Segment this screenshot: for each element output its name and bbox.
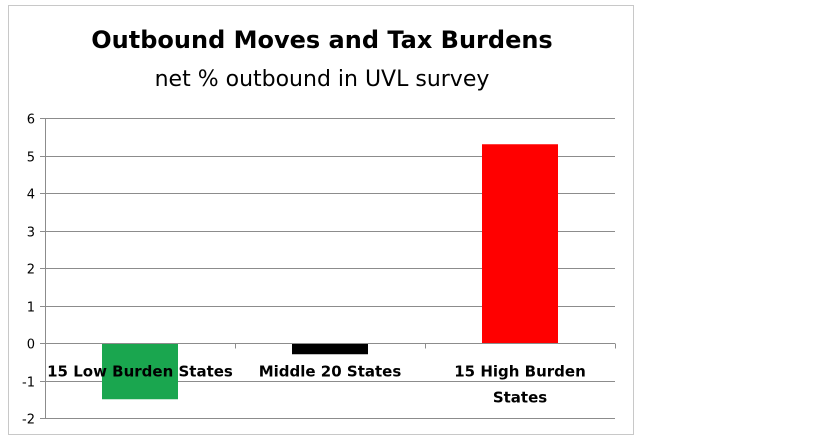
bar-2 — [482, 144, 558, 343]
y-axis-ticks: -2 -1 0 1 2 3 4 5 6 — [22, 113, 35, 428]
category-label-2: 15 High Burden States — [454, 363, 586, 407]
category-label-0: 15 Low Burden States — [47, 363, 233, 381]
bar-1 — [292, 343, 368, 355]
y-tick-label: 5 — [27, 151, 35, 166]
category-label-1: Middle 20 States — [259, 363, 402, 381]
y-tick-label: 0 — [27, 338, 35, 353]
chart-title: Outbound Moves and Tax Burdens — [91, 26, 552, 54]
bar-0 — [102, 343, 178, 400]
y-tick-label: 4 — [27, 188, 35, 203]
y-tick-label: -1 — [22, 376, 35, 391]
y-tick-label: 1 — [27, 301, 35, 316]
y-tick-label: 2 — [27, 263, 35, 278]
axes — [40, 118, 616, 419]
bar-chart: Outbound Moves and Tax Burdens net % out… — [22, 26, 616, 428]
category-labels: 15 Low Burden States Middle 20 States 15 H… — [47, 363, 586, 407]
chart-frame: Outbound Moves and Tax Burdens net % out… — [8, 5, 634, 435]
chart-subtitle: net % outbound in UVL survey — [155, 67, 490, 92]
y-tick-label: 6 — [27, 113, 35, 128]
bars — [102, 144, 558, 400]
y-tick-label: -2 — [22, 413, 35, 428]
y-tick-label: 3 — [27, 226, 35, 241]
